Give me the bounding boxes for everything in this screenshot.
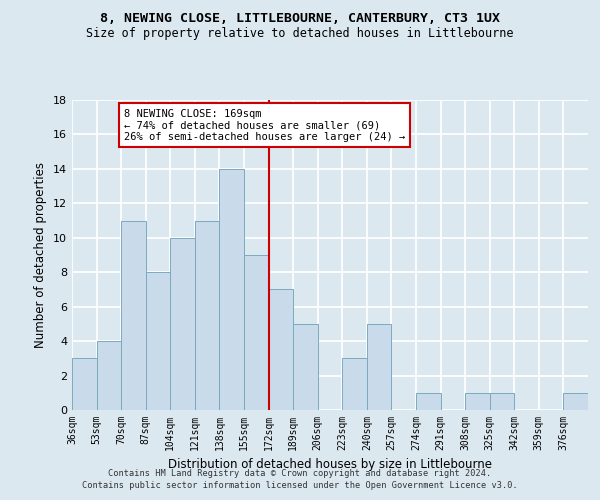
Text: 8, NEWING CLOSE, LITTLEBOURNE, CANTERBURY, CT3 1UX: 8, NEWING CLOSE, LITTLEBOURNE, CANTERBUR… bbox=[100, 12, 500, 26]
Bar bbox=[490, 393, 514, 410]
Bar bbox=[367, 324, 391, 410]
Bar bbox=[269, 290, 293, 410]
Bar bbox=[342, 358, 367, 410]
Bar bbox=[563, 393, 588, 410]
Bar bbox=[72, 358, 97, 410]
Bar bbox=[97, 341, 121, 410]
Y-axis label: Number of detached properties: Number of detached properties bbox=[34, 162, 47, 348]
Bar bbox=[195, 220, 220, 410]
Bar bbox=[220, 169, 244, 410]
Text: Contains public sector information licensed under the Open Government Licence v3: Contains public sector information licen… bbox=[82, 481, 518, 490]
Bar bbox=[244, 255, 269, 410]
X-axis label: Distribution of detached houses by size in Littlebourne: Distribution of detached houses by size … bbox=[168, 458, 492, 471]
Bar bbox=[416, 393, 440, 410]
Text: Contains HM Land Registry data © Crown copyright and database right 2024.: Contains HM Land Registry data © Crown c… bbox=[109, 468, 491, 477]
Text: Size of property relative to detached houses in Littlebourne: Size of property relative to detached ho… bbox=[86, 28, 514, 40]
Bar bbox=[146, 272, 170, 410]
Bar bbox=[293, 324, 318, 410]
Text: 8 NEWING CLOSE: 169sqm
← 74% of detached houses are smaller (69)
26% of semi-det: 8 NEWING CLOSE: 169sqm ← 74% of detached… bbox=[124, 108, 405, 142]
Bar bbox=[170, 238, 195, 410]
Bar bbox=[465, 393, 490, 410]
Bar bbox=[121, 220, 146, 410]
